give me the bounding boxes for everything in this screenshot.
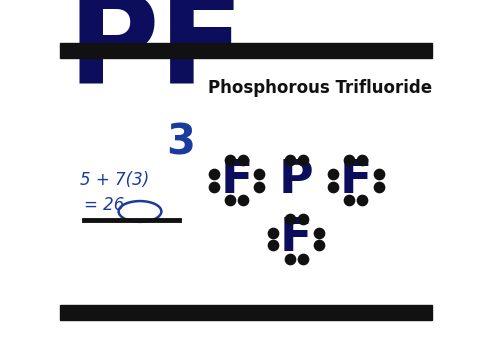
Bar [60, 305, 432, 320]
Point [315, 230, 323, 235]
Text: Phosphorous Trifluoride: Phosphorous Trifluoride [208, 78, 432, 96]
Point [270, 242, 277, 248]
Point [358, 198, 366, 203]
Point [299, 158, 306, 163]
Point [299, 216, 306, 221]
Text: F: F [220, 158, 253, 203]
Point [256, 171, 264, 177]
Point [210, 171, 218, 177]
Text: 5 + 7(3): 5 + 7(3) [81, 171, 150, 189]
Point [329, 184, 337, 189]
Point [239, 158, 247, 163]
Point [256, 184, 264, 189]
Point [329, 171, 337, 177]
Point [375, 171, 383, 177]
Point [315, 242, 323, 248]
Point [227, 158, 234, 163]
Text: F: F [339, 158, 372, 203]
Text: PF: PF [67, 0, 244, 110]
Point [346, 198, 353, 203]
Point [286, 256, 294, 261]
Text: 3: 3 [166, 122, 195, 164]
Point [299, 256, 306, 261]
Point [210, 184, 218, 189]
Text: = 26: = 26 [84, 196, 124, 214]
Point [286, 216, 294, 221]
Text: P: P [279, 158, 313, 203]
Point [346, 158, 353, 163]
Point [375, 184, 383, 189]
Point [358, 158, 366, 163]
Bar [60, 43, 432, 58]
Point [286, 158, 294, 163]
Point [239, 198, 247, 203]
Text: F: F [280, 216, 312, 261]
Point [270, 230, 277, 235]
Point [227, 198, 234, 203]
